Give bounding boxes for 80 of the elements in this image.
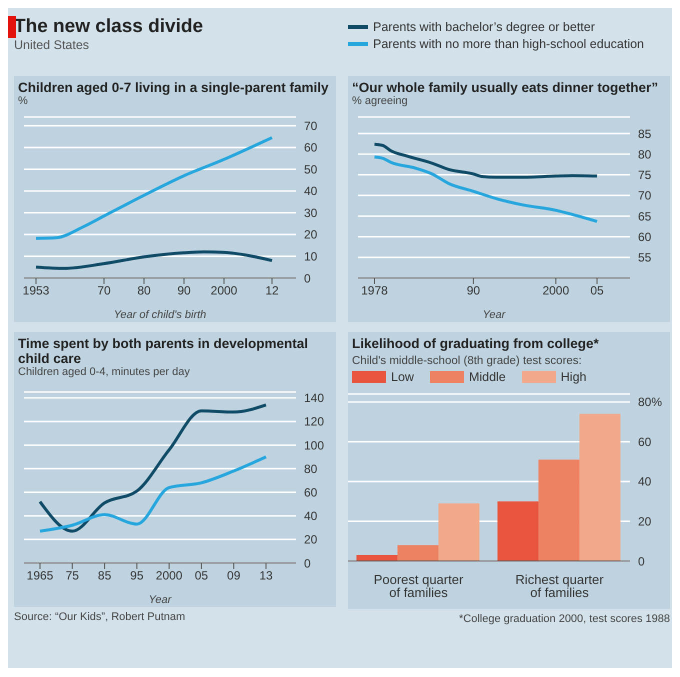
y-tick-label: 70 [304, 118, 318, 133]
x-axis-title: Year of child's birth [114, 309, 206, 321]
x-tick-label: Poorest quarter of families [374, 572, 464, 600]
legend-label: Low [391, 370, 414, 384]
y-tick-label: 40 [304, 184, 318, 198]
x-tick-label: 95 [130, 568, 144, 583]
text: The new class divide [14, 16, 204, 38]
x-tick-label: Richest quarter of families [515, 572, 604, 600]
y-tick-label: 0 [304, 271, 311, 286]
y-tick-label: 0 [304, 556, 311, 570]
x-tick-label: 2000 [156, 568, 183, 583]
x-tick-label: 13 [259, 568, 273, 583]
y-tick-label: 10 [304, 250, 318, 264]
y-tick-label: 75 [638, 168, 652, 182]
x-axis-title: Year [482, 309, 507, 321]
x-tick-label: 05 [194, 568, 208, 583]
y-tick-label: 40 [304, 509, 318, 524]
y-tick-label: 20 [638, 514, 652, 528]
y-tick-label: 30 [304, 206, 318, 220]
x-tick-label: 75 [66, 568, 80, 583]
x-tick-label: 1965 [26, 568, 54, 583]
legend-title: Child's middle-school (8th grade) test scores: [352, 355, 583, 367]
y-tick-label: 50 [304, 162, 318, 176]
chart-title: Children aged 0-7 living in a single-parent family [18, 80, 330, 95]
x-tick-label: 05 [590, 284, 604, 298]
y-tick-label: 140 [304, 391, 324, 406]
legend-label: Parents with no more than high-school education [373, 37, 644, 51]
y-tick-label: 120 [304, 414, 324, 429]
y-axis-title: % agreeing [352, 95, 409, 107]
chart-title: Likelihood of graduating from college* [352, 336, 600, 351]
x-tick-label: 2000 [542, 284, 570, 298]
bar [356, 555, 398, 561]
y-tick-label: 40 [638, 474, 652, 489]
x-tick-label: 1953 [22, 284, 50, 298]
y-tick-label: 100 [304, 438, 324, 452]
chart-title: “Our whole family usually eats dinner together” [352, 80, 660, 95]
line-series [34, 250, 274, 270]
x-tick-label: 80 [137, 284, 151, 298]
y-tick-label: 55 [638, 250, 652, 265]
x-tick-label: 12 [265, 284, 279, 298]
bar [579, 414, 620, 561]
legend-label: Parents with bachelor’s degree or better [373, 20, 595, 34]
y-tick-label: 20 [304, 228, 318, 242]
y-tick-label: 0 [638, 554, 645, 568]
y-tick-label: 70 [638, 188, 652, 203]
text: *College graduation 2000, test scores 1988 [458, 613, 670, 625]
bar [397, 545, 438, 561]
y-tick-label: 60 [304, 140, 318, 155]
legend-label: High [560, 370, 586, 384]
x-axis-title: Year [148, 594, 173, 606]
line-series [372, 142, 599, 179]
bar [438, 503, 480, 561]
chart-title: Time spent by both parents in developmental child care [18, 336, 310, 366]
legend-label: Middle [468, 370, 506, 384]
source-note: Source: “Our Kids”, Robert Putnam [14, 611, 186, 623]
x-tick-label: 90 [177, 284, 191, 298]
y-axis-title: Children aged 0-4, minutes per day [18, 366, 191, 378]
y-axis-title: % [18, 95, 29, 107]
y-tick-label: 20 [304, 532, 318, 547]
y-tick-label: 80 [304, 462, 318, 476]
y-tick-label: 85 [638, 126, 652, 141]
bar [538, 460, 580, 561]
bar [497, 501, 538, 561]
y-tick-label: 65 [638, 209, 652, 224]
line-series [34, 136, 274, 240]
y-tick-label: 60 [304, 486, 318, 500]
x-tick-label: 09 [227, 568, 241, 583]
x-tick-label: 2000 [210, 284, 238, 298]
y-tick-label: 60 [638, 434, 652, 449]
x-tick-label: 1978 [361, 284, 388, 298]
line-series [38, 403, 268, 533]
x-tick-label: 90 [466, 284, 480, 298]
line-series [38, 455, 268, 533]
y-tick-label: 80 [638, 147, 652, 162]
y-tick-label: 80% [638, 395, 662, 410]
line-series [372, 156, 599, 223]
x-tick-label: 70 [97, 284, 111, 298]
x-tick-label: 85 [98, 568, 112, 583]
text: United States [14, 38, 90, 52]
y-tick-label: 60 [638, 230, 652, 244]
